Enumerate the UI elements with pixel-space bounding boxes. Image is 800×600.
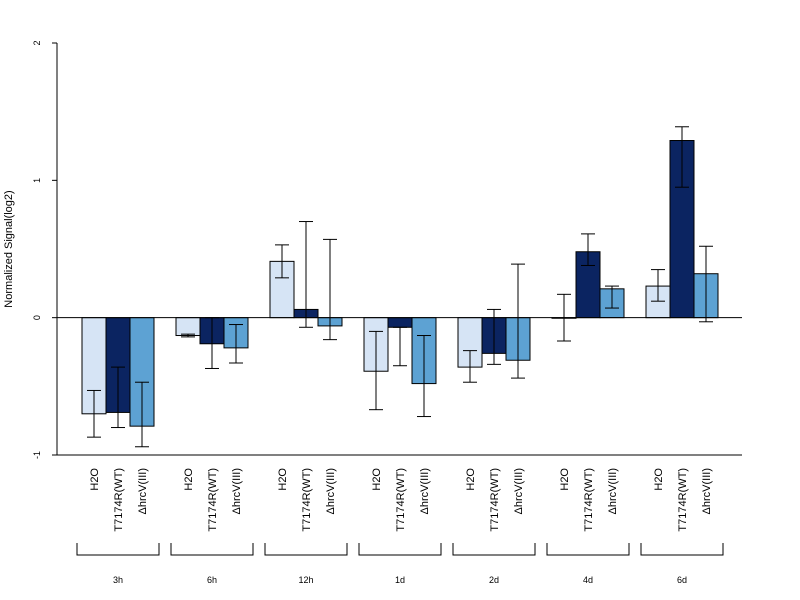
category-label: T7174R(WT)	[583, 468, 595, 532]
group-label: 1d	[395, 575, 405, 585]
group-label: 6d	[677, 575, 687, 585]
error-bars	[87, 126, 713, 448]
category-label: ΔhrcV(III)	[137, 468, 149, 514]
group-label: 12h	[298, 575, 313, 585]
category-label: H2O	[465, 468, 477, 491]
category-labels: H2O T7174R(WT) ΔhrcV(III) H2O T7174R(WT) Δhrc…	[89, 468, 713, 532]
category-label: T7174R(WT)	[677, 468, 689, 532]
category-label: T7174R(WT)	[301, 468, 313, 532]
group-bracket	[546, 543, 630, 556]
category-label: ΔhrcV(III)	[607, 468, 619, 514]
group-bracket	[170, 543, 254, 556]
group-bracket	[640, 543, 724, 556]
group-bracket	[358, 543, 442, 556]
category-label: T7174R(WT)	[113, 468, 125, 532]
bar	[175, 317, 201, 337]
category-label: H2O	[371, 468, 383, 491]
category-label: ΔhrcV(III)	[419, 468, 431, 514]
category-label: H2O	[89, 468, 101, 491]
category-label: H2O	[653, 468, 665, 491]
bar	[387, 317, 413, 328]
category-label: H2O	[559, 468, 571, 491]
category-label: ΔhrcV(III)	[513, 468, 525, 514]
category-label: ΔhrcV(III)	[325, 468, 337, 514]
category-label: T7174R(WT)	[489, 468, 501, 532]
y-axis: -1 0 1 2	[32, 40, 58, 459]
group-bracket	[264, 543, 348, 556]
group-label: 3h	[113, 575, 123, 585]
y-tick-label: 0	[32, 315, 42, 320]
category-label: T7174R(WT)	[395, 468, 407, 532]
category-label: H2O	[183, 468, 195, 491]
y-tick-label: 1	[32, 178, 42, 183]
category-label: H2O	[277, 468, 289, 491]
y-tick-label: 2	[32, 40, 42, 45]
group-label: 2d	[489, 575, 499, 585]
group-bracket	[76, 543, 160, 556]
y-tick-label: -1	[32, 451, 42, 459]
group-brackets: 3h 6h 12h 1d 2d 4d 6d	[76, 543, 724, 585]
category-label: T7174R(WT)	[207, 468, 219, 532]
group-label: 4d	[583, 575, 593, 585]
bars	[81, 140, 719, 427]
group-bracket	[452, 543, 536, 556]
category-label: ΔhrcV(III)	[701, 468, 713, 514]
group-label: 6h	[207, 575, 217, 585]
y-axis-title: Normalized Signal(log2)	[3, 190, 15, 307]
category-label: ΔhrcV(III)	[231, 468, 243, 514]
